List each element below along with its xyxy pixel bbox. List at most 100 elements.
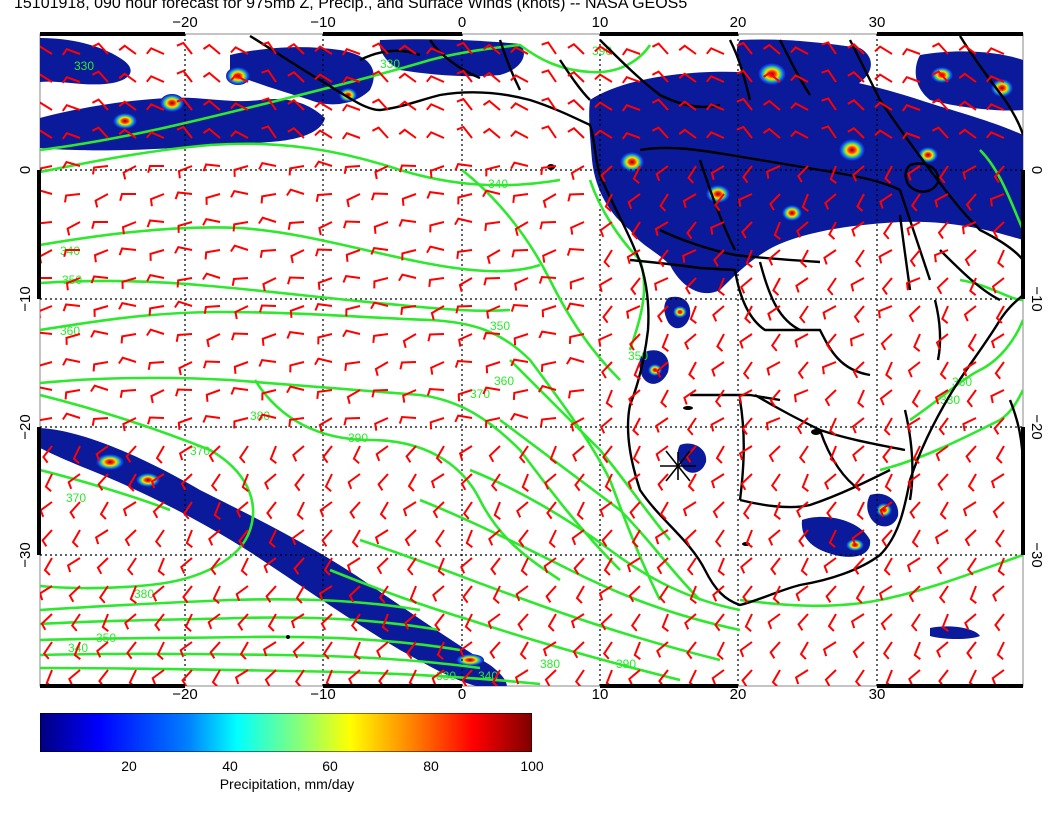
wind-barb: [829, 417, 837, 436]
lon-label: −20: [172, 14, 197, 31]
wind-barb: [429, 221, 445, 233]
contour-label: 330: [74, 59, 94, 73]
wind-barb: [241, 473, 249, 492]
wind-barb: [426, 131, 445, 139]
wind-barb: [458, 333, 473, 347]
wind-barb: [73, 641, 81, 660]
contour-label: 380: [250, 409, 270, 423]
wind-barb: [205, 389, 221, 402]
wind-barb: [374, 529, 389, 545]
wind-barb: [126, 557, 137, 576]
wind-barb: [851, 529, 865, 546]
wind-barb: [434, 529, 445, 548]
wind-barb: [567, 71, 585, 83]
wind-barb: [548, 529, 557, 548]
wind-barb: [798, 529, 809, 548]
wind-barb: [770, 473, 781, 492]
wind-barb: [40, 73, 53, 83]
wind-barb: [40, 277, 52, 279]
wind-barb: [740, 277, 753, 294]
wind-barb: [543, 557, 557, 574]
wind-barb: [314, 160, 333, 169]
wind-barb: [913, 641, 921, 660]
wind-barb: [146, 219, 165, 228]
wind-barb: [493, 501, 501, 520]
wind-barb: [348, 669, 361, 686]
wind-barb: [682, 193, 697, 209]
wind-barb: [178, 361, 193, 376]
wind-barb: [600, 613, 613, 631]
wind-barb: [796, 221, 809, 238]
wind-barb: [261, 333, 277, 346]
wind-barb: [883, 417, 893, 436]
wind-barb: [937, 221, 949, 240]
wind-barb: [118, 128, 137, 139]
wind-barb: [514, 277, 529, 291]
wind-barb: [575, 585, 585, 604]
wind-barb: [742, 361, 753, 380]
wind-barb: [884, 473, 893, 492]
wind-barb: [941, 613, 949, 632]
wind-barb: [768, 529, 781, 546]
wind-barb: [877, 305, 893, 319]
wind-barb: [323, 557, 333, 576]
wind-barb: [374, 417, 389, 431]
wind-barb: [800, 249, 809, 268]
wind-barb: [882, 221, 893, 240]
precip-cell: [876, 503, 892, 517]
wind-barb: [738, 193, 753, 207]
wind-barb: [993, 417, 1005, 435]
lat-label: −20: [1028, 414, 1045, 439]
wind-barb: [40, 165, 53, 170]
wind-barb: [717, 557, 725, 576]
wind-barb: [821, 41, 837, 55]
wind-barb: [874, 45, 893, 55]
wind-barb: [656, 361, 669, 378]
wind-barb: [768, 445, 781, 463]
wind-barb: [906, 417, 921, 433]
wind-barb: [854, 669, 865, 686]
wind-barb: [714, 193, 725, 212]
contour-label: 390: [616, 657, 636, 671]
lon-label: 10: [592, 686, 609, 700]
wind-barb: [986, 75, 1005, 83]
wind-barb: [600, 417, 613, 434]
wind-barb: [429, 165, 445, 178]
wind-barb: [515, 585, 529, 602]
wind-barb: [986, 103, 1005, 111]
wind-barb: [874, 101, 893, 111]
wind-barb: [456, 69, 473, 83]
wind-barb: [678, 44, 697, 55]
wind-barb: [742, 501, 753, 520]
wind-barb: [155, 445, 165, 464]
wind-barb: [827, 613, 837, 632]
wind-barb: [879, 193, 893, 209]
wind-barb: [233, 361, 249, 374]
precip-cell: [846, 539, 864, 551]
wind-barb: [738, 445, 753, 461]
wind-barb: [66, 557, 81, 573]
wind-barb: [428, 277, 445, 288]
wind-barb: [202, 272, 221, 281]
wind-barb: [576, 501, 585, 520]
wind-barb: [717, 277, 725, 296]
wind-barb: [154, 613, 165, 632]
wind-barb: [821, 125, 837, 139]
wind-barb: [64, 193, 81, 203]
wind-barb: [829, 445, 837, 464]
wind-barb: [341, 75, 361, 84]
wind-barb: [826, 277, 837, 296]
wind-barb: [594, 73, 613, 83]
lat-label: −30: [17, 542, 34, 567]
wind-barb: [378, 585, 389, 604]
wind-barb: [766, 165, 781, 179]
wind-barb: [62, 357, 81, 366]
wind-barb: [287, 71, 305, 83]
x-marker-icon: [660, 450, 696, 482]
wind-barb: [570, 613, 585, 629]
wind-barb: [856, 193, 865, 212]
wind-barb: [962, 417, 977, 432]
wind-barb: [715, 445, 725, 464]
wind-barb: [570, 165, 585, 181]
wind-barb: [398, 128, 417, 139]
